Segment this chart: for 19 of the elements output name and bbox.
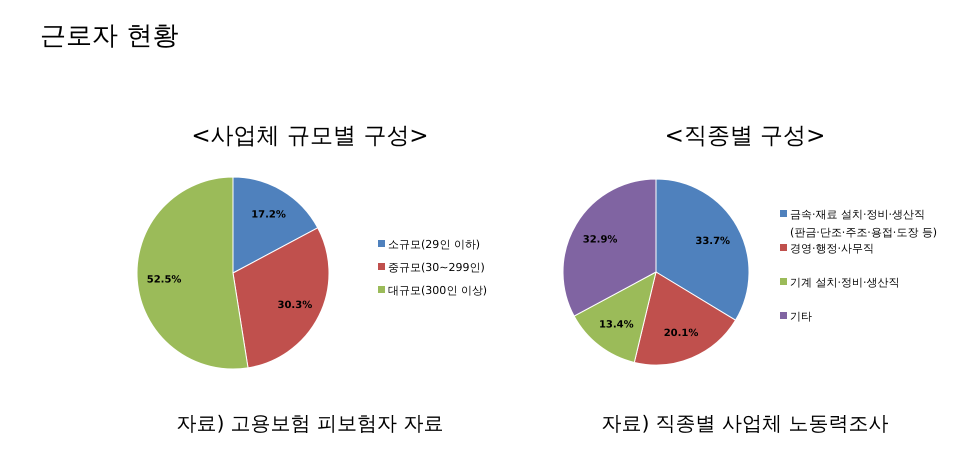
data-label: 33.7% [695,236,730,248]
data-label: 32.9% [582,234,618,246]
text: 자료) 고용보험 피보험자 자료 [176,411,444,435]
legend-label: 대규모(300인 이상) [388,284,488,297]
data-label: 52.5% [146,274,182,286]
legend-label: 중규모(30~299인) [388,261,485,274]
data-label: 13.4% [598,320,634,331]
legend-label: 기계 설치·정비·생산직 [790,276,900,289]
legend-label: 소규모(29인 이하) [388,238,480,251]
legend-label: 금속·재료 설치·정비·생산직 (판금·단조·주조·용접·도장 등) [790,208,938,239]
legend-label: 경영·행정·사무직 [790,242,874,255]
data-label: 20.1% [664,328,698,340]
data-label: 30.3% [278,300,312,311]
data-label: 17.2% [251,210,286,221]
text: 근로자 현황 [40,21,178,51]
legend-label: 기타 [790,310,812,323]
text: 자료) 직종별 사업체 노동력조사 [602,411,888,435]
chart-title: <사업체 규모별 구성> [191,123,429,149]
chart-title: <직종별 구성> [664,123,826,149]
